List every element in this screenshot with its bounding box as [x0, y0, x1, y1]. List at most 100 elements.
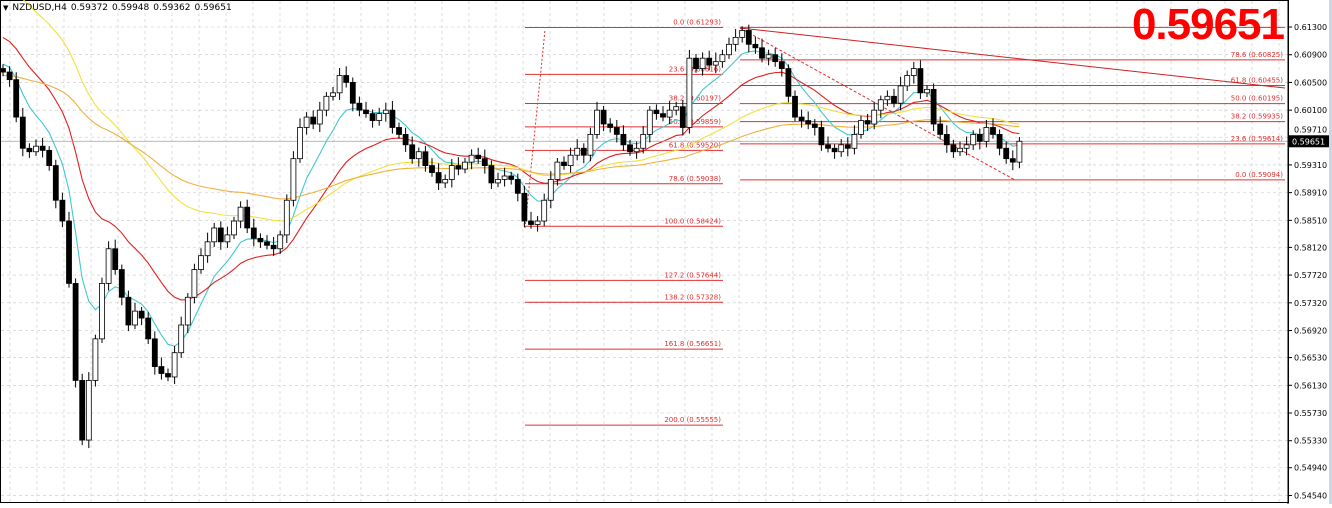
candle-body [336, 75, 343, 94]
candle-body [924, 88, 930, 94]
candle [739, 26, 746, 43]
candle [336, 68, 343, 100]
candle [884, 90, 891, 106]
candle [330, 87, 336, 101]
candle-body [660, 113, 666, 118]
candle-body [514, 179, 521, 194]
candle-body [92, 338, 99, 381]
candle-body [158, 366, 165, 374]
candle [818, 120, 825, 151]
candle [125, 290, 132, 332]
candle [488, 160, 495, 190]
candle-body [759, 47, 765, 59]
candle-body [303, 116, 310, 128]
candle [844, 137, 851, 157]
candle-body [198, 255, 204, 270]
candle [448, 158, 455, 188]
candle [600, 106, 607, 132]
candle-body [389, 109, 396, 128]
candle-body [739, 30, 746, 38]
candle [19, 107, 26, 157]
candle-body [864, 120, 871, 125]
fib-right-level-label: 61.8 (0.60455) [1231, 77, 1283, 85]
candle [376, 107, 383, 126]
candle [138, 306, 145, 326]
fib-right-level-label: 38.2 (0.59935) [1231, 113, 1283, 121]
candle-body [191, 269, 198, 298]
candle [191, 263, 198, 304]
candle-body [211, 227, 218, 243]
candle [924, 85, 930, 97]
candle [244, 199, 251, 234]
candle [1009, 150, 1016, 171]
candle-body [46, 149, 53, 167]
candle-body [600, 109, 607, 125]
candle-body [184, 296, 191, 326]
candle-body [910, 68, 917, 76]
candle-body [679, 106, 686, 128]
candle-body [976, 134, 983, 142]
candle-body [125, 296, 132, 326]
candle [495, 172, 501, 188]
candle-body [455, 165, 462, 170]
candle-body [442, 179, 449, 184]
fib-right-level-label: 50.0 (0.60195) [1231, 95, 1283, 103]
fib-right-level-label: 0.0 (0.59094) [1235, 171, 1283, 179]
price-axis-label: 0.55330 [1294, 437, 1327, 446]
candle-body [666, 109, 673, 118]
candle [594, 101, 600, 139]
triangle-down-icon[interactable]: ▼ [3, 4, 9, 12]
fib-left-level-label: 50.0 (0.59859) [669, 118, 721, 126]
fib-left-level-label: 23.6 (0.60616) [669, 65, 721, 73]
window-edge [1329, 0, 1332, 504]
candle-body [970, 134, 977, 146]
candle [0, 64, 6, 77]
candle [534, 216, 541, 232]
candle-body [290, 158, 297, 201]
candle-body [825, 144, 831, 149]
candle-body [19, 116, 26, 149]
candle-body [435, 172, 442, 184]
fib-left-level-label: 127.2 (0.57644) [664, 271, 721, 279]
symbol-label: NZDUSD,H4 [12, 3, 67, 13]
fib-left-level-label: 200.0 (0.55555) [664, 416, 721, 424]
price-axis-label: 0.58910 [1294, 189, 1327, 198]
candle [1016, 137, 1023, 169]
candle-body [363, 109, 369, 115]
fib-left-level-label: 78.6 (0.59038) [669, 175, 721, 183]
candle [805, 111, 812, 130]
candle-body [224, 234, 231, 243]
candle [620, 125, 627, 151]
candle-body [508, 175, 515, 180]
candle-body [805, 120, 812, 125]
candle-body [178, 324, 185, 354]
candle-body [811, 123, 818, 128]
candle-body [165, 373, 171, 378]
fib-right-trend-dashed [739, 27, 1016, 181]
candle [514, 173, 521, 202]
candle-body [838, 144, 845, 153]
candle-body [719, 54, 726, 63]
candle-body [501, 175, 508, 180]
current-price-tag [1289, 135, 1329, 148]
candle [409, 136, 416, 164]
candle [541, 193, 548, 227]
candle [943, 125, 950, 153]
candle [858, 115, 864, 139]
candle-body [831, 147, 838, 153]
candle-body [1009, 158, 1016, 163]
candle-body [990, 127, 996, 135]
candle [105, 241, 112, 291]
candle [145, 312, 152, 344]
candle [963, 136, 970, 156]
candle-body [561, 161, 567, 166]
candle-body [646, 109, 653, 135]
candle-body [752, 43, 759, 49]
candle [930, 83, 937, 132]
candle [554, 157, 561, 186]
candle [79, 373, 86, 446]
open-value: 0.59372 [70, 3, 109, 13]
candle-body [640, 134, 647, 149]
